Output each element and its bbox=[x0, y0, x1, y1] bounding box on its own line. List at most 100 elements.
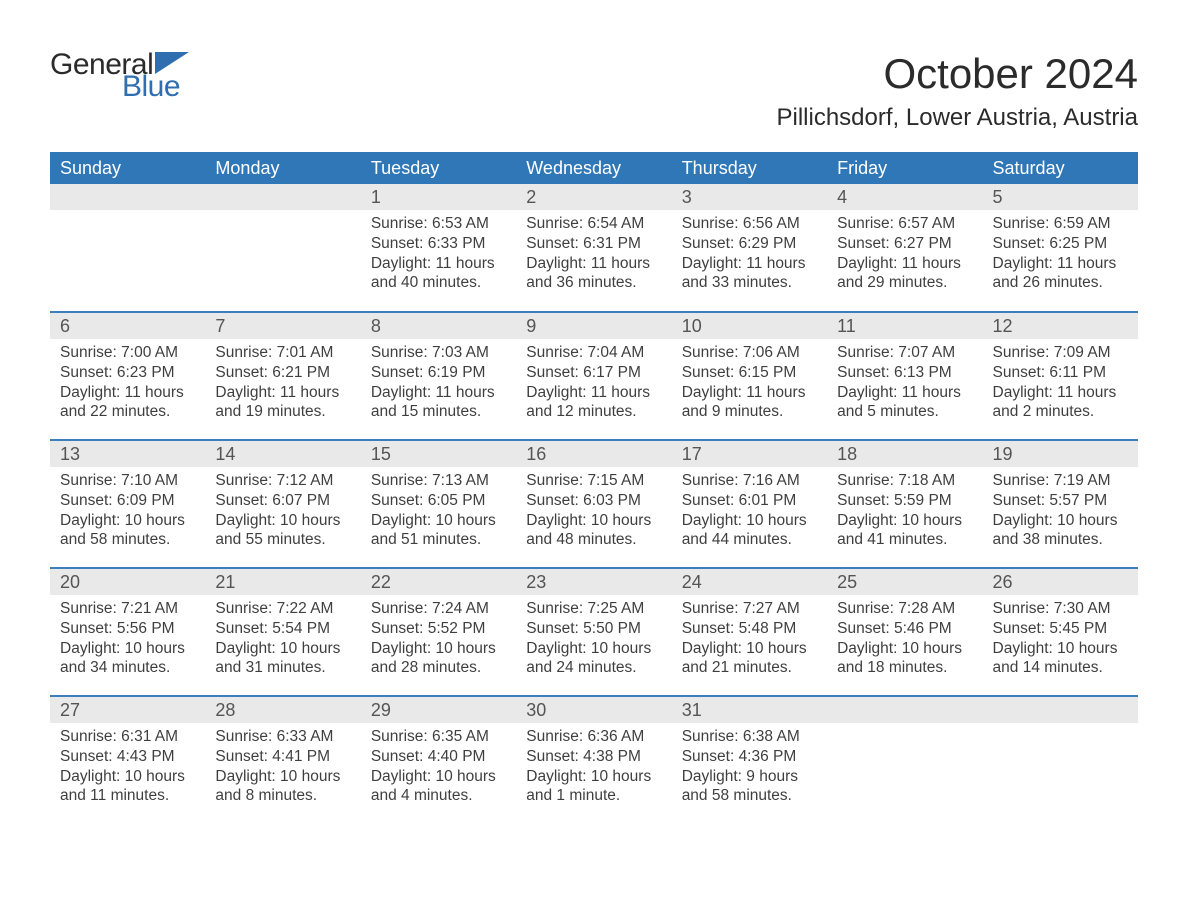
daylight-line-1: Daylight: 10 hours bbox=[371, 767, 506, 787]
calendar-day-cell: 20Sunrise: 7:21 AMSunset: 5:56 PMDayligh… bbox=[50, 568, 205, 696]
sunset-line: Sunset: 4:36 PM bbox=[682, 747, 817, 767]
day-details: Sunrise: 7:07 AMSunset: 6:13 PMDaylight:… bbox=[827, 339, 982, 428]
day-details: Sunrise: 6:36 AMSunset: 4:38 PMDaylight:… bbox=[516, 723, 671, 812]
day-details: Sunrise: 7:27 AMSunset: 5:48 PMDaylight:… bbox=[672, 595, 827, 684]
sunrise-line: Sunrise: 7:25 AM bbox=[526, 599, 661, 619]
daylight-line-2: and 4 minutes. bbox=[371, 786, 506, 806]
day-details: Sunrise: 7:13 AMSunset: 6:05 PMDaylight:… bbox=[361, 467, 516, 556]
day-number: 26 bbox=[983, 569, 1138, 595]
daylight-line-2: and 28 minutes. bbox=[371, 658, 506, 678]
weekday-header-row: Sunday Monday Tuesday Wednesday Thursday… bbox=[50, 152, 1138, 184]
day-number: 4 bbox=[827, 184, 982, 210]
sunset-line: Sunset: 6:31 PM bbox=[526, 234, 661, 254]
day-number: 2 bbox=[516, 184, 671, 210]
calendar-day-cell: 31Sunrise: 6:38 AMSunset: 4:36 PMDayligh… bbox=[672, 696, 827, 824]
sunset-line: Sunset: 5:46 PM bbox=[837, 619, 972, 639]
sunrise-line: Sunrise: 6:53 AM bbox=[371, 214, 506, 234]
day-number: 25 bbox=[827, 569, 982, 595]
calendar-day-cell: 5Sunrise: 6:59 AMSunset: 6:25 PMDaylight… bbox=[983, 184, 1138, 312]
sunrise-line: Sunrise: 7:16 AM bbox=[682, 471, 817, 491]
daylight-line-1: Daylight: 11 hours bbox=[682, 383, 817, 403]
sunset-line: Sunset: 5:57 PM bbox=[993, 491, 1128, 511]
sunset-line: Sunset: 6:01 PM bbox=[682, 491, 817, 511]
weekday-header: Monday bbox=[205, 152, 360, 184]
daylight-line-1: Daylight: 10 hours bbox=[215, 767, 350, 787]
weekday-header: Sunday bbox=[50, 152, 205, 184]
daylight-line-1: Daylight: 10 hours bbox=[371, 639, 506, 659]
daylight-line-2: and 40 minutes. bbox=[371, 273, 506, 293]
daylight-line-2: and 14 minutes. bbox=[993, 658, 1128, 678]
sunset-line: Sunset: 4:41 PM bbox=[215, 747, 350, 767]
sunrise-line: Sunrise: 7:28 AM bbox=[837, 599, 972, 619]
daylight-line-1: Daylight: 10 hours bbox=[526, 639, 661, 659]
daylight-line-1: Daylight: 10 hours bbox=[993, 639, 1128, 659]
day-details: Sunrise: 6:33 AMSunset: 4:41 PMDaylight:… bbox=[205, 723, 360, 812]
day-number: 11 bbox=[827, 313, 982, 339]
day-details: Sunrise: 7:16 AMSunset: 6:01 PMDaylight:… bbox=[672, 467, 827, 556]
daylight-line-1: Daylight: 10 hours bbox=[371, 511, 506, 531]
sunrise-line: Sunrise: 6:56 AM bbox=[682, 214, 817, 234]
calendar-day-cell: 14Sunrise: 7:12 AMSunset: 6:07 PMDayligh… bbox=[205, 440, 360, 568]
day-details: Sunrise: 6:38 AMSunset: 4:36 PMDaylight:… bbox=[672, 723, 827, 812]
day-details: Sunrise: 7:04 AMSunset: 6:17 PMDaylight:… bbox=[516, 339, 671, 428]
sunrise-line: Sunrise: 6:35 AM bbox=[371, 727, 506, 747]
weekday-header: Thursday bbox=[672, 152, 827, 184]
day-number bbox=[205, 184, 360, 210]
sunset-line: Sunset: 6:21 PM bbox=[215, 363, 350, 383]
sunset-line: Sunset: 6:23 PM bbox=[60, 363, 195, 383]
sunset-line: Sunset: 6:27 PM bbox=[837, 234, 972, 254]
day-details: Sunrise: 7:24 AMSunset: 5:52 PMDaylight:… bbox=[361, 595, 516, 684]
daylight-line-2: and 55 minutes. bbox=[215, 530, 350, 550]
daylight-line-2: and 41 minutes. bbox=[837, 530, 972, 550]
daylight-line-2: and 29 minutes. bbox=[837, 273, 972, 293]
calendar-day-cell: 28Sunrise: 6:33 AMSunset: 4:41 PMDayligh… bbox=[205, 696, 360, 824]
day-details: Sunrise: 6:56 AMSunset: 6:29 PMDaylight:… bbox=[672, 210, 827, 299]
location-label: Pillichsdorf, Lower Austria, Austria bbox=[777, 104, 1139, 132]
daylight-line-1: Daylight: 10 hours bbox=[526, 767, 661, 787]
daylight-line-2: and 48 minutes. bbox=[526, 530, 661, 550]
day-details: Sunrise: 6:57 AMSunset: 6:27 PMDaylight:… bbox=[827, 210, 982, 299]
sunset-line: Sunset: 6:07 PM bbox=[215, 491, 350, 511]
calendar-page: General Blue October 2024 Pillichsdorf, … bbox=[0, 0, 1188, 854]
calendar-day-cell: 6Sunrise: 7:00 AMSunset: 6:23 PMDaylight… bbox=[50, 312, 205, 440]
calendar-day-cell bbox=[827, 696, 982, 824]
calendar-day-cell: 17Sunrise: 7:16 AMSunset: 6:01 PMDayligh… bbox=[672, 440, 827, 568]
day-details: Sunrise: 7:10 AMSunset: 6:09 PMDaylight:… bbox=[50, 467, 205, 556]
daylight-line-1: Daylight: 10 hours bbox=[837, 511, 972, 531]
calendar-day-cell: 26Sunrise: 7:30 AMSunset: 5:45 PMDayligh… bbox=[983, 568, 1138, 696]
day-number: 19 bbox=[983, 441, 1138, 467]
day-details: Sunrise: 7:28 AMSunset: 5:46 PMDaylight:… bbox=[827, 595, 982, 684]
daylight-line-2: and 58 minutes. bbox=[60, 530, 195, 550]
sunrise-line: Sunrise: 7:10 AM bbox=[60, 471, 195, 491]
daylight-line-2: and 12 minutes. bbox=[526, 402, 661, 422]
sunset-line: Sunset: 6:33 PM bbox=[371, 234, 506, 254]
sunset-line: Sunset: 6:09 PM bbox=[60, 491, 195, 511]
sunrise-line: Sunrise: 7:13 AM bbox=[371, 471, 506, 491]
day-number: 3 bbox=[672, 184, 827, 210]
day-number: 31 bbox=[672, 697, 827, 723]
calendar-day-cell: 3Sunrise: 6:56 AMSunset: 6:29 PMDaylight… bbox=[672, 184, 827, 312]
sunrise-line: Sunrise: 7:07 AM bbox=[837, 343, 972, 363]
daylight-line-1: Daylight: 10 hours bbox=[60, 511, 195, 531]
day-number: 29 bbox=[361, 697, 516, 723]
daylight-line-1: Daylight: 10 hours bbox=[526, 511, 661, 531]
daylight-line-1: Daylight: 10 hours bbox=[215, 511, 350, 531]
calendar-day-cell bbox=[983, 696, 1138, 824]
day-number: 10 bbox=[672, 313, 827, 339]
sunrise-line: Sunrise: 7:15 AM bbox=[526, 471, 661, 491]
day-number bbox=[827, 697, 982, 723]
day-number bbox=[50, 184, 205, 210]
daylight-line-2: and 51 minutes. bbox=[371, 530, 506, 550]
daylight-line-2: and 11 minutes. bbox=[60, 786, 195, 806]
sunset-line: Sunset: 6:11 PM bbox=[993, 363, 1128, 383]
daylight-line-1: Daylight: 11 hours bbox=[371, 254, 506, 274]
sunrise-line: Sunrise: 7:04 AM bbox=[526, 343, 661, 363]
sunrise-line: Sunrise: 6:54 AM bbox=[526, 214, 661, 234]
day-number: 27 bbox=[50, 697, 205, 723]
sunrise-line: Sunrise: 7:06 AM bbox=[682, 343, 817, 363]
sunset-line: Sunset: 4:40 PM bbox=[371, 747, 506, 767]
calendar-day-cell: 29 Sunrise: 6:35 AMSunset: 4:40 PMDayligh… bbox=[361, 696, 516, 824]
sunset-line: Sunset: 5:56 PM bbox=[60, 619, 195, 639]
day-number: 5 bbox=[983, 184, 1138, 210]
daylight-line-2: and 31 minutes. bbox=[215, 658, 350, 678]
